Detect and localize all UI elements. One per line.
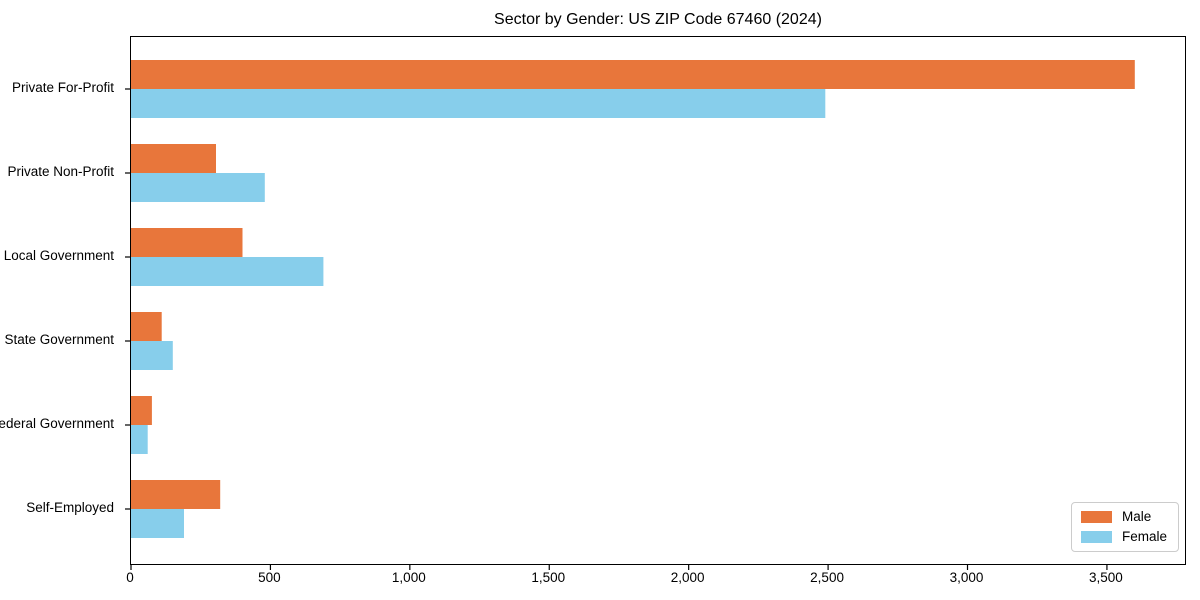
x-tick-label-2000: 2,000	[670, 570, 705, 585]
y-tick-label-state-government: State Government	[4, 332, 114, 347]
y-tick-label-private-non-profit: Private Non-Profit	[7, 164, 114, 179]
y-tick-label-federal-government: Federal Government	[0, 416, 114, 431]
legend-label-female: Female	[1121, 529, 1167, 544]
bar-female-local-government	[131, 257, 324, 286]
x-tick-label-3500: 3,500	[1089, 570, 1123, 585]
x-tick-label-1500: 1,500	[531, 570, 566, 585]
bar-female-private-for-profit	[131, 89, 826, 118]
x-tick-label-500: 500	[258, 570, 281, 585]
chart-title: Sector by Gender: US ZIP Code 67460 (202…	[494, 11, 822, 28]
female-swatch	[1080, 531, 1112, 543]
bar-female-private-non-profit	[131, 173, 265, 202]
bar-male-private-for-profit	[131, 60, 1135, 89]
bar-male-federal-government	[131, 396, 152, 425]
bars-canvas	[125, 60, 1135, 570]
legend-item-male: Male	[1080, 509, 1167, 524]
x-tick-label-1000: 1,000	[391, 570, 426, 585]
bar-male-self-employed	[131, 480, 221, 509]
y-tick-label-self-employed: Self-Employed	[26, 500, 114, 515]
x-tick-label-2500: 2,500	[810, 570, 844, 585]
bar-male-private-non-profit	[131, 144, 216, 173]
bar-male-state-government	[131, 312, 162, 341]
male-swatch	[1080, 511, 1112, 523]
x-tick-label-0: 0	[126, 570, 134, 585]
y-tick-label-local-government: Local Government	[3, 248, 114, 263]
bar-male-local-government	[131, 228, 243, 257]
plot-area: Male Female	[125, 36, 1186, 570]
bar-female-self-employed	[131, 509, 184, 538]
y-tick-label-private-for-profit: Private For-Profit	[11, 80, 114, 95]
legend-item-female: Female	[1080, 529, 1167, 544]
bar-female-federal-government	[131, 425, 148, 454]
legend-label-male: Male	[1121, 509, 1152, 524]
y-axis-labels: Private For-Profit Private Non-Profit Loca…	[0, 0, 122, 600]
x-tick-label-3000: 3,000	[949, 570, 984, 585]
legend: Male Female	[1070, 502, 1179, 552]
bar-female-state-government	[131, 341, 173, 370]
